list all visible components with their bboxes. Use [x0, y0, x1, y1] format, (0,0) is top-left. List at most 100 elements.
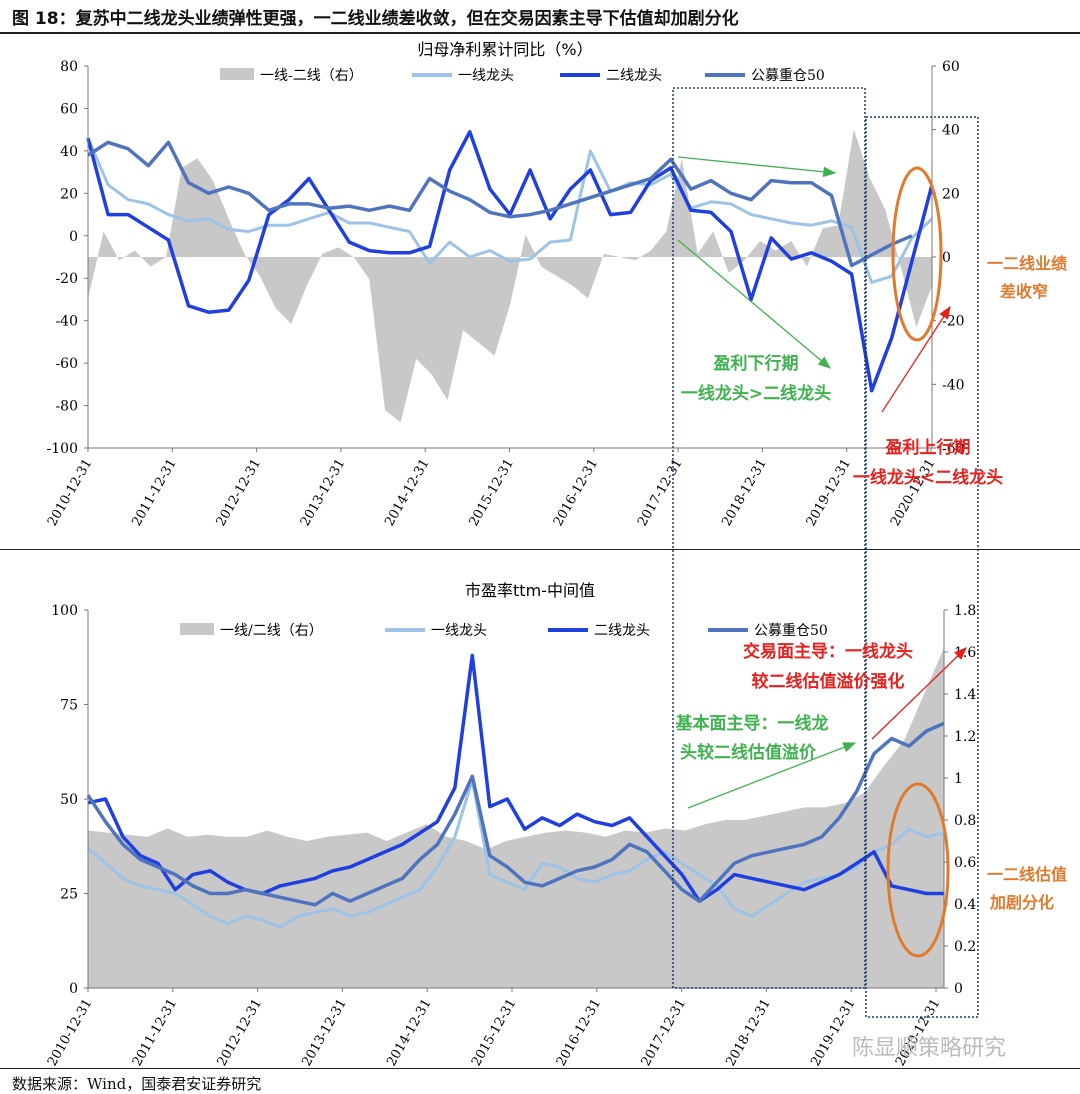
highlight-box-downcycle [672, 87, 866, 989]
green-arrow-bottom [687, 742, 857, 809]
right-tick-label-1-3: 1.2 [954, 729, 976, 745]
left-tick-label-1-4: 0 [69, 981, 78, 997]
right-tick-label-0-0: 60 [942, 59, 960, 75]
right-tick-label-0-5: -40 [942, 377, 965, 393]
x-tick-label-1-6: 2016-12-31 [554, 997, 604, 1069]
left-tick-label-0-6: -40 [55, 314, 78, 330]
x-tick-label-0-0: 2010-12-31 [45, 457, 95, 529]
annotation-orange-bottom-line1: 一二线估值 [987, 865, 1067, 884]
x-tick-label-1-3: 2013-12-31 [299, 997, 349, 1069]
series-line-1-1 [87, 653, 944, 903]
left-tick-label-0-7: -60 [55, 356, 78, 372]
right-tick-label-0-2: 20 [942, 186, 960, 202]
top-lines-group [86, 130, 934, 393]
series-line-0-1 [86, 130, 934, 393]
orange-ellipse-bottom [886, 782, 950, 958]
green-arrow-top-upper [677, 156, 837, 177]
left-tick-label-0-5: -20 [55, 271, 78, 287]
right-tick-label-0-6: -60 [942, 441, 965, 457]
bottom-area-group [88, 647, 944, 988]
area-series-0 [88, 129, 932, 423]
right-tick-label-1-0: 1.8 [954, 603, 976, 619]
series-line-1-0 [87, 778, 945, 929]
watermark: 陈显顺策略研究 [852, 1036, 1007, 1061]
top-rule [0, 32, 1080, 34]
annotation-red-bottom-line1: 交易面主导：一线龙头 [743, 641, 913, 662]
legend-label-1-1: 一线龙头 [431, 623, 487, 639]
right-tick-label-0-1: 40 [942, 123, 960, 139]
legend-label-0-1: 一线龙头 [458, 68, 514, 84]
x-tick-label-1-8: 2018-12-31 [723, 997, 773, 1069]
annotation-green-top-line2: 一线龙头>二线龙头 [681, 383, 831, 404]
x-tick-label-1-0: 2010-12-31 [45, 997, 95, 1069]
legend-label-1-2: 二线龙头 [594, 623, 650, 639]
annotation-orange-top-line1: 一二线业绩 [987, 254, 1067, 273]
x-tick-label-0-9: 2019-12-31 [804, 457, 854, 529]
red-arrow-bottom [871, 647, 967, 740]
right-tick-label-1-7: 0.4 [954, 897, 976, 913]
x-tick-label-1-5: 2015-12-31 [469, 997, 519, 1069]
bottom-chart-title: 市盈率ttm-中间值 [465, 581, 595, 600]
top-chart-title: 归母净利累计同比（%） [417, 40, 592, 59]
top-area-group [88, 129, 932, 423]
x-tick-label-0-3: 2013-12-31 [298, 457, 348, 529]
legend-swatch-area-1 [180, 623, 214, 635]
top-legend: 一线-二线（右） 一线龙头 二线龙头 公募重仓50 [220, 68, 825, 84]
left-tick-label-0-2: 40 [60, 144, 78, 160]
x-tick-label-1-7: 2017-12-31 [639, 997, 689, 1069]
x-tick-label-0-1: 2011-12-31 [129, 457, 179, 529]
left-tick-label-0-9: -100 [47, 441, 78, 457]
right-tick-label-1-6: 0.6 [954, 855, 976, 871]
annotation-orange-bottom-line2: 加剧分化 [989, 893, 1054, 912]
x-tick-label-0-7: 2017-12-31 [635, 457, 685, 529]
x-tick-label-1-2: 2012-12-31 [215, 997, 265, 1069]
x-tick-label-0-4: 2014-12-31 [382, 457, 432, 529]
top-chart: 归母净利累计同比（%） 80 60 40 20 0 -20 -40 -60 -80 -100 60 4… [45, 40, 965, 529]
annotation-red-bottom-line2: 较二线估值溢价强化 [752, 671, 905, 692]
annotation-green-bottom-line2: 头较二线估值溢价 [680, 742, 817, 763]
left-tick-label-1-1: 75 [60, 698, 78, 714]
x-tick-label-1-1: 2011-12-31 [130, 997, 180, 1069]
annotation-green-top-line1: 盈利下行期 [713, 353, 799, 374]
legend-label-area-1: 一线/二线（右） [220, 623, 323, 639]
series-line-0-0 [86, 137, 934, 284]
red-arrow-top [881, 305, 951, 413]
bottom-rule [0, 1068, 1080, 1069]
annotation-green-bottom-line1: 基本面主导：一线龙 [675, 713, 829, 734]
legend-label-0-2: 二线龙头 [606, 68, 662, 84]
orange-ellipse-top [891, 166, 943, 342]
right-tick-label-1-2: 1.4 [954, 687, 976, 703]
bottom-lines-group [86, 653, 945, 929]
left-tick-label-0-8: -80 [55, 399, 78, 415]
left-tick-label-0-4: 0 [69, 229, 78, 245]
legend-label-1-3: 公募重仓50 [754, 623, 828, 639]
left-tick-label-0-1: 60 [60, 101, 78, 117]
x-tick-label-0-5: 2015-12-31 [466, 457, 516, 529]
legend-label-area-0: 一线-二线（右） [260, 68, 363, 84]
legend-swatch-area-0 [220, 68, 254, 80]
right-tick-label-1-5: 0.8 [954, 813, 976, 829]
right-tick-label-1-9: 0 [954, 981, 963, 997]
series-line-1-2 [86, 721, 945, 907]
x-tick-label-1-4: 2014-12-31 [384, 997, 434, 1069]
legend-label-0-3: 公募重仓50 [751, 68, 825, 84]
annotation-orange-top-line2: 差收窄 [1000, 282, 1048, 301]
source-note: 数据来源：Wind，国泰君安证券研究 [12, 1075, 262, 1093]
series-line-0-2 [87, 140, 913, 268]
right-tick-label-1-1: 1.6 [954, 645, 976, 661]
area-series-1 [88, 647, 944, 988]
green-arrow-top-lower [677, 239, 831, 369]
left-tick-label-0-3: 20 [60, 186, 78, 202]
left-tick-label-0-0: 80 [60, 59, 78, 75]
highlight-box-recent [865, 116, 979, 1018]
annotation-red-top-line2: 一线龙头<二线龙头 [853, 467, 1003, 488]
right-tick-label-0-4: -20 [942, 314, 965, 330]
left-tick-label-1-3: 25 [60, 887, 78, 903]
x-tick-label-0-6: 2016-12-31 [551, 457, 601, 529]
right-tick-label-0-3: 0 [942, 250, 951, 266]
annotation-red-top-line1: 盈利上行期 [885, 437, 971, 458]
x-tick-label-0-8: 2018-12-31 [719, 457, 769, 529]
middle-rule [0, 549, 1080, 550]
right-tick-label-1-8: 0.2 [954, 939, 976, 955]
